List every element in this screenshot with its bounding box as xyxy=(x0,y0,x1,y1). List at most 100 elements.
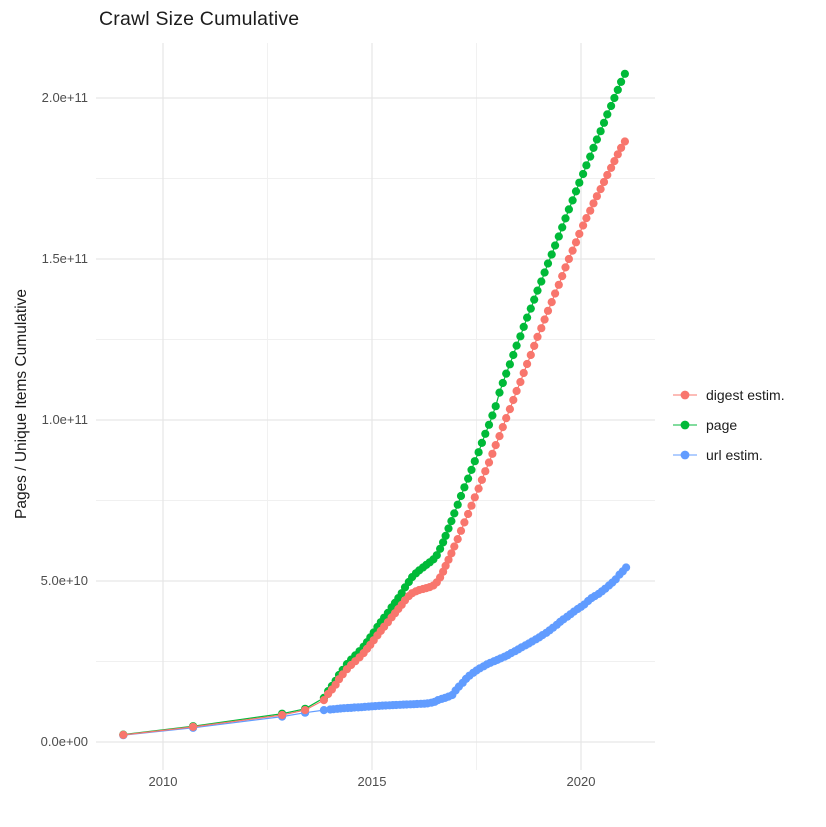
data-point xyxy=(456,491,466,501)
data-point xyxy=(579,221,588,230)
data-point xyxy=(488,411,497,420)
data-point xyxy=(456,526,466,535)
data-point xyxy=(564,254,574,264)
data-point xyxy=(582,214,591,223)
data-point xyxy=(596,127,605,136)
data-point xyxy=(554,280,563,289)
data-point xyxy=(441,561,450,571)
data-point xyxy=(495,432,504,441)
data-point xyxy=(439,538,448,547)
data-point xyxy=(464,509,473,519)
data-point xyxy=(470,493,479,502)
data-point xyxy=(607,163,616,172)
data-point xyxy=(589,199,598,208)
data-point xyxy=(620,137,630,146)
data-point xyxy=(564,205,574,214)
legend: digest estim. page url estim. xyxy=(672,380,785,470)
data-point xyxy=(613,150,622,159)
data-point xyxy=(586,206,595,215)
data-point xyxy=(484,458,494,467)
data-point xyxy=(460,483,469,492)
data-point xyxy=(575,229,584,238)
data-point xyxy=(603,110,612,119)
data-point xyxy=(436,544,445,553)
data-point xyxy=(596,185,605,194)
data-point xyxy=(474,484,483,493)
data-point xyxy=(551,241,560,250)
data-point xyxy=(561,214,570,223)
data-point xyxy=(589,143,598,152)
data-point xyxy=(119,730,128,740)
y-tick-label: 5.0e+10 xyxy=(40,573,88,588)
data-point xyxy=(484,420,494,429)
data-point xyxy=(547,298,556,307)
data-point xyxy=(592,192,602,201)
x-tick-label: 2020 xyxy=(566,774,596,789)
data-point xyxy=(617,143,626,152)
data-point xyxy=(526,304,535,313)
data-point xyxy=(571,238,581,247)
data-point xyxy=(509,350,518,360)
data-point xyxy=(498,423,507,432)
data-point xyxy=(447,549,456,558)
data-point xyxy=(613,85,622,94)
data-point xyxy=(603,170,612,180)
data-point xyxy=(460,518,469,527)
data-point xyxy=(568,196,577,205)
data-point xyxy=(189,722,198,732)
data-point xyxy=(516,332,525,341)
data-point xyxy=(477,475,486,484)
data-point xyxy=(558,272,567,281)
data-point xyxy=(537,324,546,333)
data-point xyxy=(319,696,328,705)
data-point xyxy=(464,474,473,483)
x-tick-label: 2010 xyxy=(148,774,178,789)
chart-title: Crawl Size Cumulative xyxy=(99,8,300,30)
data-point xyxy=(530,341,539,350)
legend-label: url estim. xyxy=(706,447,763,463)
x-tick-label: 2015 xyxy=(357,774,387,789)
legend-item-url-estim: url estim. xyxy=(672,440,785,470)
data-point xyxy=(622,563,631,572)
data-point xyxy=(491,402,500,411)
data-point xyxy=(575,178,584,187)
data-point xyxy=(543,259,553,268)
data-point xyxy=(526,350,535,360)
y-tick-label: 1.5e+11 xyxy=(41,251,88,266)
data-point xyxy=(547,250,556,259)
data-point xyxy=(481,467,490,476)
data-point xyxy=(509,395,518,405)
data-point xyxy=(319,706,328,715)
y-tick-label: 1.0e+11 xyxy=(41,412,88,427)
data-point xyxy=(617,77,626,86)
data-point xyxy=(610,93,619,103)
data-point xyxy=(519,322,528,331)
data-point xyxy=(519,368,528,378)
data-point xyxy=(505,360,514,369)
data-point xyxy=(516,377,525,387)
data-point xyxy=(491,441,500,450)
data-point xyxy=(558,223,567,232)
legend-key-line-point-icon xyxy=(673,450,697,460)
data-point xyxy=(432,551,441,560)
legend-key-line-point-icon xyxy=(673,390,697,400)
data-point xyxy=(512,341,521,350)
data-point xyxy=(450,509,459,518)
y-tick-label: 0.0e+00 xyxy=(40,734,88,749)
data-point xyxy=(441,531,450,541)
data-point xyxy=(278,710,287,720)
data-point xyxy=(453,535,462,544)
data-point xyxy=(498,378,507,388)
data-point xyxy=(599,118,609,127)
data-point xyxy=(481,429,490,438)
data-point xyxy=(502,369,511,378)
data-point xyxy=(450,542,459,551)
data-point xyxy=(533,332,542,341)
data-point xyxy=(543,306,553,315)
data-point xyxy=(523,359,532,369)
data-point xyxy=(467,501,476,510)
data-point xyxy=(540,315,549,324)
data-point xyxy=(444,524,453,533)
data-point xyxy=(561,263,570,272)
